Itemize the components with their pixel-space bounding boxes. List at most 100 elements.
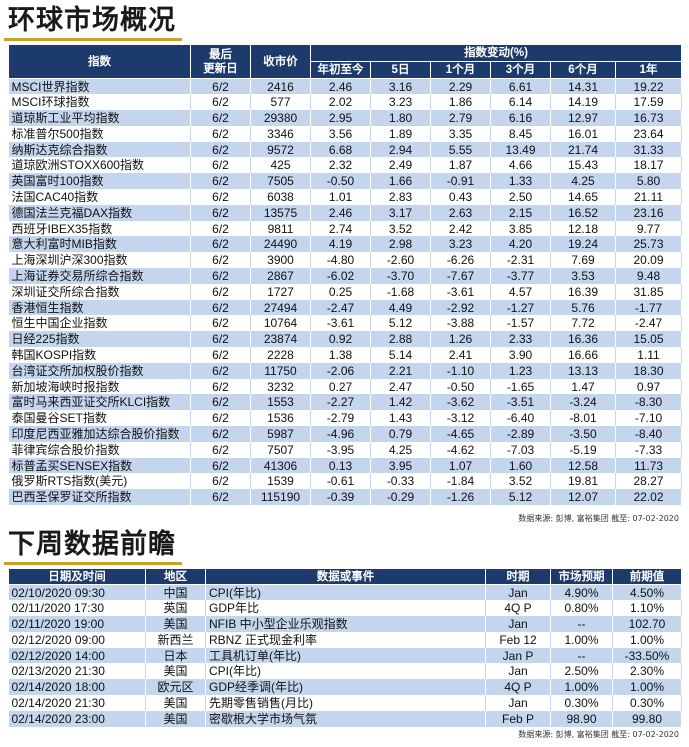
change-5d: 2.47 — [370, 378, 431, 395]
change-3m: 2.33 — [490, 331, 551, 348]
source-note: 数据来源: 彭博, 富裕集团 截至: 07-02-2020 — [518, 730, 679, 739]
change-3m: 1.33 — [490, 173, 551, 190]
change-6m: 12.07 — [550, 489, 616, 506]
close-price: 7505 — [250, 173, 311, 190]
calendar-body: 02/10/2020 09:30 中国 CPI(年比) Jan 4.90% 4.50% 02… — [8, 584, 682, 727]
col-header-region: 地区 — [145, 568, 206, 585]
last-update-date: 6/2 — [190, 410, 251, 427]
change-1m: -3.61 — [430, 283, 491, 300]
change-3m: 4.20 — [490, 236, 551, 253]
event-name: RBNZ 正式现金利率 — [205, 631, 486, 648]
event-period: Feb 12 — [485, 631, 551, 648]
close-price: 1539 — [250, 473, 311, 490]
change-1y: 17.59 — [615, 94, 683, 111]
index-name: 香港恒生指数 — [8, 299, 191, 316]
event-datetime: 02/14/2020 23:00 — [8, 710, 146, 727]
change-ytd: -2.27 — [310, 394, 371, 411]
change-1m: -6.26 — [430, 252, 491, 269]
change-5d: 3.52 — [370, 220, 431, 237]
index-name: 英国富时100指数 — [8, 173, 191, 190]
change-5d: 4.49 — [370, 299, 431, 316]
change-1m: -7.67 — [430, 268, 491, 284]
event-region: 中国 — [145, 584, 206, 601]
close-price: 425 — [250, 157, 311, 174]
change-3m: 2.50 — [490, 189, 551, 205]
last-update-date: 6/2 — [190, 315, 251, 332]
change-1y: 23.64 — [615, 125, 683, 142]
last-update-date: 6/2 — [190, 268, 251, 284]
last-update-date: 6/2 — [190, 441, 251, 458]
index-name: MSCI环球指数 — [8, 94, 191, 111]
change-5d: 1.43 — [370, 410, 431, 427]
previous-value: 2.30% — [612, 663, 682, 680]
change-6m: 14.65 — [550, 189, 616, 205]
event-region: 英国 — [145, 600, 206, 617]
last-update-date: 6/2 — [190, 141, 251, 158]
change-ytd: -0.50 — [310, 173, 371, 190]
event-datetime: 02/12/2020 14:00 — [8, 647, 146, 664]
col-header-last-update: 最后 更新日 — [190, 44, 251, 79]
index-name: 道琼斯工业平均指数 — [8, 110, 191, 126]
change-ytd: 0.25 — [310, 283, 371, 300]
col-header-1y: 1年 — [614, 61, 683, 79]
change-1y: 31.33 — [615, 141, 683, 158]
calendar-row: 02/11/2020 19:00 美国 NFIB 中小型企业乐观指数 Jan -- 102… — [8, 616, 682, 632]
change-5d: 0.79 — [370, 426, 431, 442]
change-5d: 2.88 — [370, 331, 431, 348]
change-ytd: 2.74 — [310, 220, 371, 237]
index-name: 德国法兰克福DAX指数 — [8, 204, 191, 221]
change-5d: 3.17 — [370, 204, 431, 221]
market-forecast: 0.80% — [550, 600, 613, 617]
calendar-row: 02/11/2020 17:30 英国 GDP年比 4Q P 0.80% 1.10% — [8, 600, 682, 617]
change-ytd: -2.06 — [310, 362, 371, 379]
header-row: 指数 最后 更新日 收市价 指数变动(%) — [8, 44, 683, 79]
event-region: 日本 — [145, 647, 206, 664]
change-1y: 1.11 — [615, 347, 683, 363]
header-row: 日期及时间 地区 数据或事件 时期 市场预期 前期值 — [8, 568, 682, 585]
change-5d: -0.29 — [370, 489, 431, 506]
change-1m: -1.26 — [430, 489, 491, 506]
index-row: 日经225指数 6/2 23874 0.92 2.88 1.26 2.33 16.36 15.0… — [8, 331, 683, 348]
close-price: 2416 — [250, 78, 311, 95]
event-name: 先期零售销售(月比) — [205, 695, 486, 711]
index-name: 意大利富时MIB指数 — [8, 236, 191, 253]
change-6m: 12.58 — [550, 457, 616, 474]
index-row: 俄罗斯RTS指数(美元) 6/2 1539 -0.61 -0.33 -1.84 3.52 19… — [8, 473, 683, 490]
index-name: 标准普尔500指数 — [8, 125, 191, 142]
close-price: 1727 — [250, 283, 311, 300]
last-update-date: 6/2 — [190, 125, 251, 142]
event-region: 美国 — [145, 616, 206, 632]
event-datetime: 02/12/2020 09:00 — [8, 631, 146, 648]
change-6m: -8.01 — [550, 410, 616, 427]
index-name: 富时马来西亚证交所KLCI指数 — [8, 394, 191, 411]
change-5d: 5.14 — [370, 347, 431, 363]
index-row: MSCI世界指数 6/2 2416 2.46 3.16 2.29 6.61 14.31 19.2… — [8, 78, 683, 95]
change-1m: 2.41 — [430, 347, 491, 363]
calendar-row: 02/10/2020 09:30 中国 CPI(年比) Jan 4.90% 4.50% — [8, 584, 682, 601]
col-header-previous: 前期值 — [612, 568, 682, 585]
index-row: 香港恒生指数 6/2 27494 -2.47 4.49 -2.92 -1.27 5.76 -1.… — [8, 299, 683, 316]
change-5d: 2.98 — [370, 236, 431, 253]
change-1y: 9.48 — [615, 268, 683, 284]
market-forecast: 1.00% — [550, 679, 613, 696]
change-5d: 3.16 — [370, 78, 431, 95]
change-1m: 2.42 — [430, 220, 491, 237]
previous-value: 102.70 — [612, 616, 682, 632]
change-ytd: 4.19 — [310, 236, 371, 253]
change-1y: -1.77 — [615, 299, 683, 316]
market-forecast: -- — [550, 647, 613, 664]
change-6m: 14.19 — [550, 94, 616, 111]
index-name: 巴西圣保罗证交所指数 — [8, 489, 191, 506]
index-row: 道琼斯工业平均指数 6/2 29380 2.95 1.80 2.79 6.16 12.97 16… — [8, 110, 683, 126]
event-name: 密歇根大学市场气氛 — [205, 710, 486, 727]
change-1y: 5.80 — [615, 173, 683, 190]
calendar-row: 02/12/2020 14:00 日本 工具机订单(年比) Jan P -- -33.50… — [8, 647, 682, 664]
change-1m: 1.87 — [430, 157, 491, 174]
change-ytd: -6.02 — [310, 268, 371, 284]
change-1y: 16.73 — [615, 110, 683, 126]
index-row: 恒生中国企业指数 6/2 10764 -3.61 5.12 -3.88 -1.57 7.72-… — [8, 315, 683, 332]
event-name: 工具机订单(年比) — [205, 647, 486, 664]
change-3m: -3.51 — [490, 394, 551, 411]
header-subrow: 年初至今 5日 1个月 3个月 6个月 1年 — [9, 61, 683, 79]
index-name: 深圳证交所综合指数 — [8, 283, 191, 300]
